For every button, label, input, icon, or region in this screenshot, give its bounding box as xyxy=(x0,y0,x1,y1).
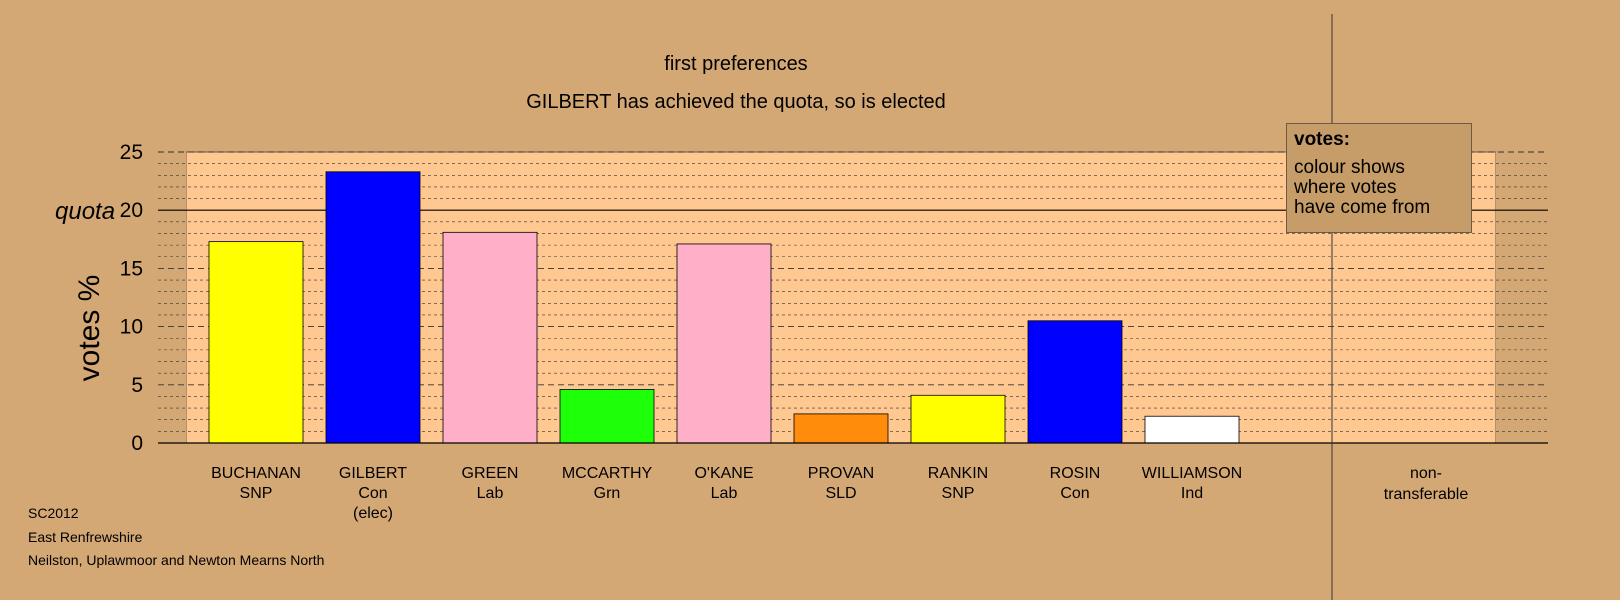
nontransferable-label-line1: non- xyxy=(1410,465,1442,482)
legend-box: votes: colour shows where votes have com… xyxy=(1286,123,1472,233)
legend-line-3: have come from xyxy=(1294,197,1431,218)
x-tick-label: Grn xyxy=(594,485,621,502)
y-tick-labels: 0 5 10 15 20 25 xyxy=(120,141,143,455)
x-tick-label: MCCARTHY xyxy=(562,465,653,482)
x-tick-label: WILLIAMSON xyxy=(1142,465,1242,482)
x-tick-label: PROVAN xyxy=(808,465,874,482)
y-tick-label: 0 xyxy=(131,432,143,455)
bar xyxy=(208,241,304,444)
legend-line-1: colour shows xyxy=(1294,157,1405,178)
y-tick-label: 25 xyxy=(120,141,143,164)
x-tick-label: SNP xyxy=(942,485,975,502)
x-tick-label: GILBERT xyxy=(339,465,407,482)
bar xyxy=(559,389,655,444)
x-tick-label: BUCHANAN xyxy=(211,465,301,482)
x-tick-label: Con xyxy=(1060,485,1089,502)
bar xyxy=(910,394,1006,444)
y-tick-label: 20 xyxy=(120,199,143,222)
x-tick-label: Con xyxy=(358,485,387,502)
bars xyxy=(208,171,1240,444)
x-tick-label: GREEN xyxy=(462,465,519,482)
chart-subtitle: GILBERT has achieved the quota, so is el… xyxy=(526,91,946,113)
chart-title: first preferences xyxy=(664,53,807,75)
x-tick-label: Ind xyxy=(1181,485,1203,502)
x-tick-label: O'KANE xyxy=(694,465,753,482)
quota-label: quota xyxy=(55,198,115,225)
plot-margin-shade-left xyxy=(158,152,186,443)
footer-election: SC2012 xyxy=(28,505,79,521)
footer-council: East Renfrewshire xyxy=(28,529,143,545)
x-tick-label: (elec) xyxy=(353,505,393,522)
footer-ward: Neilston, Uplawmoor and Newton Mearns No… xyxy=(28,552,325,568)
y-tick-label: 5 xyxy=(131,374,143,397)
x-tick-label: ROSIN xyxy=(1050,465,1101,482)
y-tick-label: 15 xyxy=(120,257,143,280)
legend-title: votes: xyxy=(1294,129,1350,150)
bar xyxy=(1027,320,1123,444)
bar xyxy=(442,231,538,444)
x-tick-label: RANKIN xyxy=(928,465,988,482)
y-axis-label: votes % xyxy=(73,275,106,382)
bar xyxy=(1144,415,1240,444)
x-tick-label: Lab xyxy=(477,485,504,502)
y-tick-label: 10 xyxy=(120,316,143,339)
x-tick-label: SLD xyxy=(825,485,856,502)
x-tick-labels: BUCHANAN SNP GILBERT Con (elec) GREEN Lab MCCAR… xyxy=(211,465,1242,522)
x-tick-label: Lab xyxy=(711,485,738,502)
legend-line-2: where votes xyxy=(1294,177,1397,198)
bar xyxy=(325,171,421,444)
x-tick-label: SNP xyxy=(240,485,273,502)
bar xyxy=(676,243,772,444)
nontransferable-label-line2: transferable xyxy=(1384,486,1469,503)
plot-margin-shade-right xyxy=(1496,152,1548,443)
bar xyxy=(793,413,889,444)
